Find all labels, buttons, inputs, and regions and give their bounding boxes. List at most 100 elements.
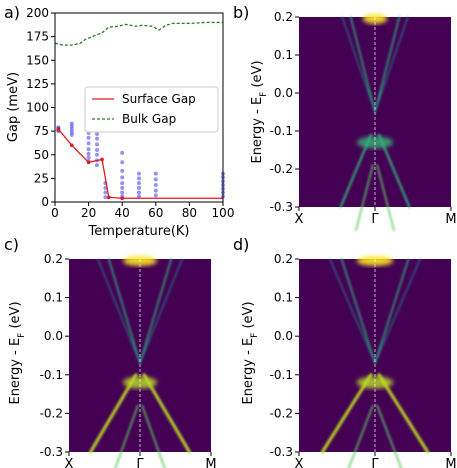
y-tick-label: -0.1 — [270, 124, 293, 138]
valence-top-glow — [122, 376, 158, 389]
scatter-point — [120, 175, 125, 180]
x-tick-label: Γ — [136, 457, 144, 468]
x-tick-label: Γ — [371, 457, 379, 468]
x-tick-label: 20 — [81, 206, 96, 220]
y-tick-label: 150 — [26, 53, 49, 67]
y-tick-label: 0.2 — [44, 252, 63, 266]
y-tick-label: 0.0 — [44, 329, 63, 343]
cone-right-branch — [139, 258, 173, 365]
panel-b: b) Energy - EF (eV) 0.2 0.1 0.0 -0.1 -0.2 -0.… — [233, 3, 457, 232]
y-tick-label: 0.1 — [274, 48, 293, 62]
valence-left — [88, 373, 138, 454]
y-tick-label: 175 — [26, 30, 49, 44]
cone-left-branch-outer — [341, 16, 376, 113]
x-tick-label: Γ — [371, 212, 379, 227]
y-tick-label: 0.2 — [274, 252, 293, 266]
legend-label-bulk-gap: Bulk Gap — [122, 112, 176, 126]
valence-left-inner — [355, 164, 374, 232]
scatter-point — [120, 181, 125, 186]
y-tick-label: 0.2 — [274, 10, 293, 24]
panel-b-label: b) — [233, 3, 249, 22]
y-tick-label: 0.0 — [274, 86, 293, 100]
scatter-point — [137, 190, 141, 195]
bulk-gap-line — [54, 21, 223, 46]
panel-a-plot — [54, 21, 225, 201]
x-tick-label: X — [295, 457, 304, 468]
y-tick-label: 50 — [34, 148, 49, 162]
y-tick-label: 0 — [41, 195, 49, 209]
valence-left-inner — [347, 404, 374, 468]
panel-b-ticks: 0.2 0.1 0.0 -0.1 -0.2 -0.3X Γ M — [270, 10, 457, 227]
y-tick-label: -0.3 — [270, 445, 293, 459]
scatter-point — [95, 131, 99, 136]
panel-c-ticks: 0.2 0.1 0.0 -0.1 -0.2 -0.3X Γ M — [40, 252, 217, 468]
valence-right — [142, 373, 192, 454]
y-tick-label: 200 — [26, 6, 49, 20]
panel-a-legend: Surface Gap Bulk Gap — [84, 86, 219, 133]
scatter-point — [95, 142, 99, 147]
y-tick-label: 100 — [26, 101, 49, 115]
y-tick-label: -0.3 — [270, 200, 293, 214]
valence-right-inner — [141, 404, 166, 468]
scatter-point — [95, 152, 99, 157]
scatter-point — [137, 185, 141, 190]
scatter-point — [137, 181, 141, 186]
valence-left — [320, 373, 373, 454]
y-tick-label: -0.3 — [40, 445, 63, 459]
surface-gap-marker — [70, 143, 74, 148]
panel-d-ticks: 0.2 0.1 0.0 -0.1 -0.2 -0.3X Γ M — [270, 252, 457, 468]
scatter-point — [153, 188, 158, 193]
panel-c: c) Energy - EF (eV) 0.2 0.1 0.0 -0.1 -0.2 -0.… — [4, 235, 217, 468]
scatter-point — [86, 141, 91, 146]
panel-a-xlabel: Temperature(K) — [87, 224, 189, 239]
y-tick-label: -0.1 — [270, 368, 293, 382]
scatter-point — [120, 168, 125, 173]
x-tick-label: 40 — [115, 206, 130, 220]
cone-right-branch-outer — [374, 258, 421, 364]
scatter-point — [137, 176, 141, 181]
x-tick-label: M — [445, 212, 456, 227]
panel-b-ylabel: Energy - EF (eV) — [250, 60, 269, 163]
surface-gap-marker — [56, 127, 61, 132]
y-tick-label: 25 — [34, 171, 49, 185]
panel-a-ylabel: Gap (meV) — [6, 72, 21, 142]
band-layer — [320, 258, 430, 468]
scatter-point — [95, 163, 99, 168]
cone-right-branch-outer — [139, 258, 183, 364]
panel-a-ticks: 0 20 40 60 80 100 0 25 50 75 100 125 150 175 200 — [26, 6, 234, 220]
x-tick-label: M — [445, 457, 456, 468]
y-tick-label: 125 — [26, 77, 49, 91]
x-tick-label: X — [65, 457, 74, 468]
band-layer — [88, 258, 192, 468]
x-tick-label: M — [205, 457, 216, 468]
cone-right-branch — [374, 16, 401, 113]
panel-d: d) Energy - EF (eV) 0.2 0.1 0.0 -0.1 -0.2 -0.… — [233, 235, 457, 468]
panel-c-label: c) — [4, 235, 19, 254]
valence-top-glow — [356, 376, 394, 389]
x-tick-label: X — [295, 212, 304, 227]
x-tick-label: 80 — [182, 206, 197, 220]
cone-left-branch-outer — [329, 258, 376, 364]
scatter-point — [153, 193, 158, 198]
panel-d-label: d) — [233, 235, 249, 254]
valence-right-inner — [376, 404, 403, 468]
scatter-point — [69, 130, 74, 135]
scatter-point — [103, 195, 108, 200]
surface-gap-line — [57, 128, 223, 199]
scatter-point — [153, 171, 158, 176]
surface-gap-marker — [100, 157, 104, 162]
scatter-point — [95, 136, 99, 141]
cone-right-branch — [374, 258, 410, 365]
scatter-point — [120, 160, 125, 165]
panel-c-ylabel: Energy - EF (eV) — [8, 301, 27, 404]
y-tick-label: -0.2 — [270, 406, 293, 420]
scatter-point — [120, 150, 125, 155]
scatter-point — [137, 194, 141, 199]
scatter-point — [69, 127, 74, 132]
cone-left-branch — [349, 16, 376, 113]
surface-gap-marker — [106, 195, 111, 200]
scatter-point — [69, 132, 74, 137]
scatter-point — [95, 148, 99, 153]
panel-a: a) Gap (meV) Temperature(K) 0 20 40 60 80 100… — [4, 3, 234, 239]
